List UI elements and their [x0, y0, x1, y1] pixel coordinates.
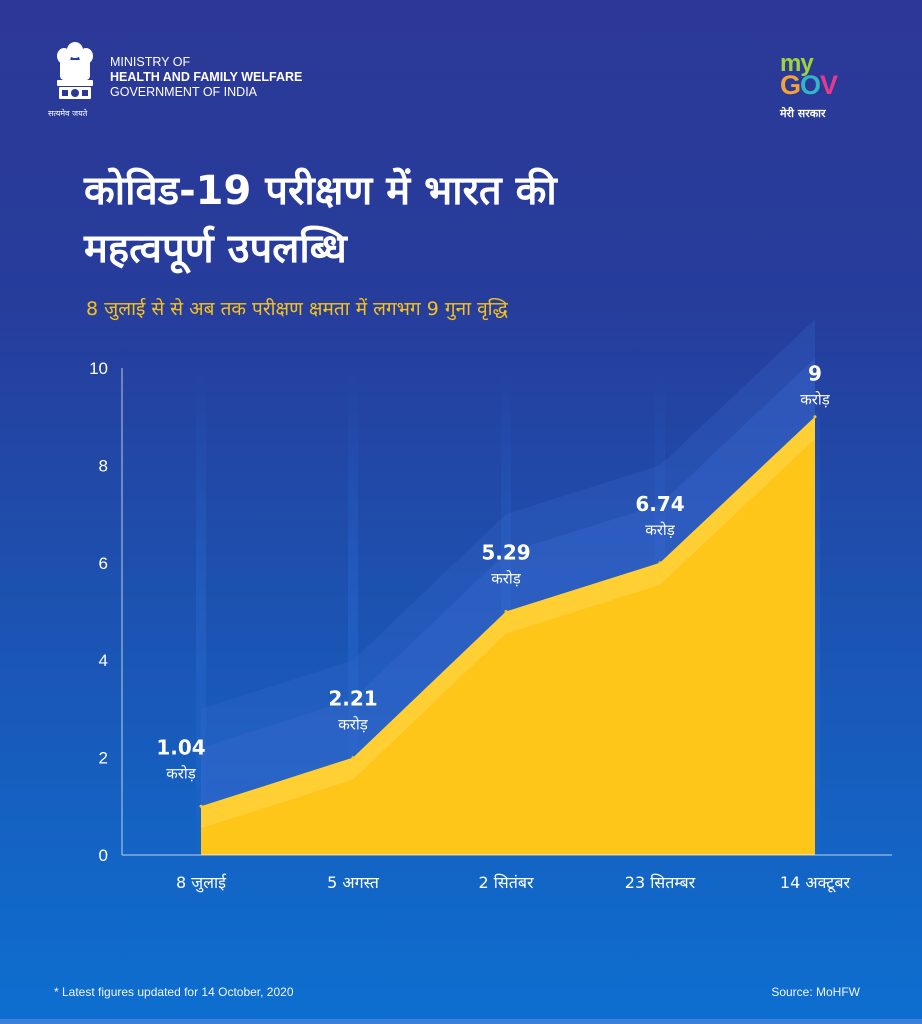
x-tick-label-3: 23 सितम्बर: [625, 873, 696, 892]
ministry-line-1: MINISTRY OF: [110, 55, 191, 69]
unit-label-3: करोड़: [645, 521, 676, 539]
data-point-3: [658, 561, 662, 565]
x-tick-label-0: 8 जुलाई: [176, 873, 227, 893]
x-tick-label-2: 2 सितंबर: [478, 873, 533, 892]
footnote: * Latest figures updated for 14 October,…: [54, 985, 294, 999]
ministry-name: MINISTRY OF HEALTH AND FAMILY WELFARE GO…: [110, 55, 302, 100]
unit-label-2: करोड़: [491, 570, 522, 588]
data-point-0: [199, 804, 203, 808]
mygov-logo-o: O: [800, 70, 821, 100]
data-point-4: [813, 415, 817, 419]
value-label-1: 2.21: [328, 687, 377, 711]
data-point-1: [351, 756, 355, 760]
area-sheen: [201, 416, 815, 829]
column-highlight-1: [348, 368, 358, 855]
unit-label-1: करोड़: [338, 716, 369, 734]
chart-subtitle: 8 जुलाई से से अब तक परीक्षण क्षमता में ल…: [86, 298, 508, 320]
mygov-logo-gov: GOV: [780, 70, 838, 101]
mygov-logo-v: V: [820, 70, 838, 100]
value-label-4: 9: [808, 362, 822, 386]
column-highlight-0: [196, 368, 206, 855]
x-tick-label-4: 14 अक्टूबर: [780, 873, 851, 893]
area-series: [201, 416, 815, 855]
value-label-0: 1.04: [156, 735, 205, 759]
state-emblem-icon: [57, 42, 93, 99]
chart-title-line-2: महत्वपूर्ण उपलब्धि: [84, 226, 347, 272]
mygov-logo: my GOV मेरी सरकार: [778, 50, 868, 120]
emblem-motto: सत्यमेव जयते: [48, 109, 88, 118]
mygov-logo-tagline: मेरी सरकार: [780, 107, 826, 120]
y-tick-label-4: 8: [99, 456, 108, 475]
y-tick-label-3: 6: [99, 554, 108, 573]
mygov-logo-my: my: [780, 50, 814, 77]
data-point-2: [504, 610, 508, 613]
chart-title-line-1: कोविड-19 परीक्षण में भारत की: [84, 168, 557, 214]
unit-label-0: करोड़: [166, 764, 197, 782]
value-label-2: 5.29: [481, 541, 530, 565]
x-tick-label-1: 5 अगस्त: [327, 873, 380, 892]
mygov-logo-g: G: [780, 70, 801, 100]
ministry-line-3: GOVERNMENT OF INDIA: [110, 85, 258, 99]
y-tick-label-1: 2: [99, 749, 108, 768]
ministry-line-2: HEALTH AND FAMILY WELFARE: [110, 70, 303, 84]
y-tick-label-5: 10: [89, 359, 108, 378]
bottom-bar: [0, 1019, 922, 1024]
unit-label-4: करोड़: [800, 391, 831, 409]
y-tick-label-2: 4: [99, 651, 108, 670]
chart-title: कोविड-19 परीक्षण में भारत की महत्वपूर्ण …: [84, 162, 884, 278]
value-label-3: 6.74: [635, 492, 684, 516]
source-note: Source: MoHFW: [771, 985, 860, 999]
y-tick-label-0: 0: [99, 846, 108, 865]
